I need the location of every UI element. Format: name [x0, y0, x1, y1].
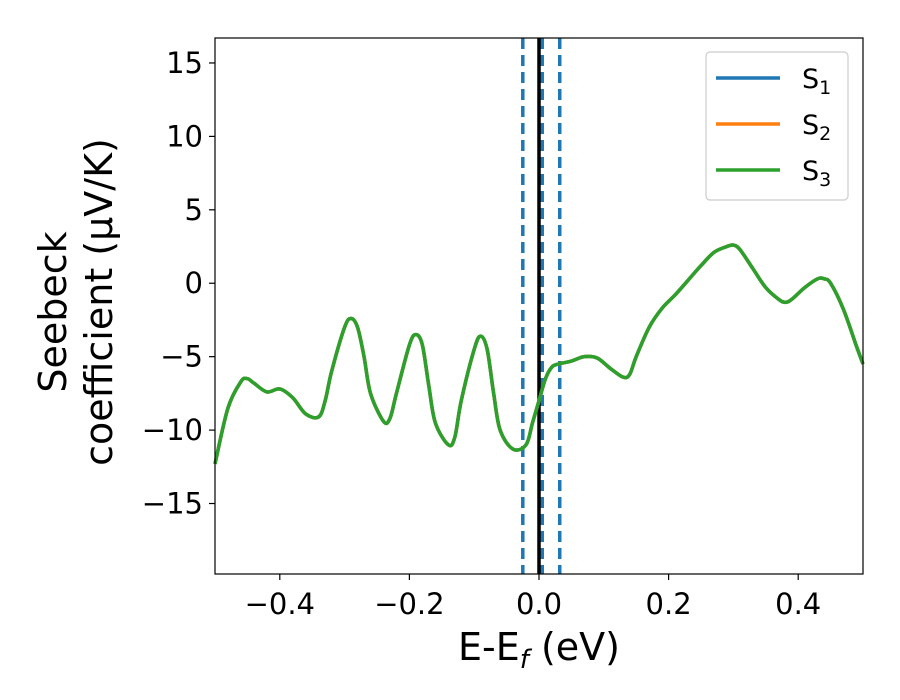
- legend-box: [705, 51, 849, 201]
- y-axis-label-line2: coefficient (μV/K): [77, 138, 121, 466]
- y-tick-label: 10: [166, 119, 203, 153]
- x-tick-label: −0.2: [374, 587, 444, 621]
- series-line-3: [213, 243, 865, 465]
- y-axis-ticks: −15 −10 −5 0 5 10 15: [142, 46, 215, 521]
- x-tick-label: 0.2: [646, 587, 692, 621]
- x-tick-label: 0.0: [516, 587, 562, 621]
- vertical-reference-lines: [521, 38, 562, 574]
- y-tick-label: −15: [142, 487, 203, 521]
- x-axis-label-unit: (eV): [529, 625, 620, 669]
- x-axis-label: E-Ef (eV): [458, 625, 620, 675]
- series-lines: [213, 243, 865, 465]
- x-axis-ticks: −0.4 −0.2 0.0 0.2 0.4: [245, 574, 821, 621]
- x-axis-label-main: E-E: [458, 625, 520, 669]
- y-tick-label: 5: [185, 193, 203, 227]
- legend: S1 S2 S3: [705, 51, 849, 201]
- y-axis-label: Seebeck coefficient (μV/K): [31, 138, 121, 466]
- x-tick-label: −0.4: [245, 587, 315, 621]
- y-tick-label: −5: [160, 340, 203, 374]
- y-tick-label: 15: [166, 46, 203, 80]
- y-tick-label: −10: [142, 413, 203, 447]
- legend-label-3: S3: [802, 156, 831, 191]
- legend-label-2: S2: [802, 110, 831, 145]
- legend-label-1: S1: [802, 64, 831, 99]
- y-tick-label: 0: [185, 266, 203, 300]
- x-tick-label: 0.4: [775, 587, 821, 621]
- y-axis-label-line1: Seebeck: [31, 231, 75, 392]
